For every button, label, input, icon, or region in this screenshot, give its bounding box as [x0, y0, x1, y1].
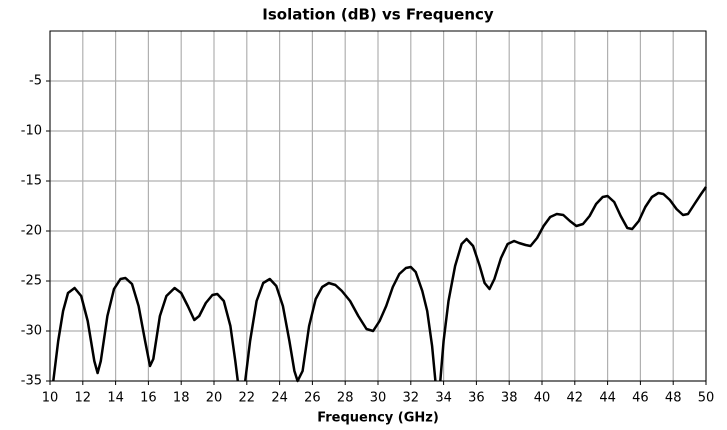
x-tick-label: 20	[206, 391, 223, 406]
y-tick-label: -15	[21, 174, 42, 189]
x-tick-label: 12	[75, 391, 92, 406]
x-tick-label: 50	[698, 391, 715, 406]
y-tick-label: -30	[21, 324, 42, 339]
x-tick-label: 36	[468, 391, 485, 406]
y-tick-label: -10	[21, 124, 42, 139]
y-tick-label: -35	[21, 374, 42, 389]
x-tick-label: 28	[337, 391, 354, 406]
x-tick-label: 30	[370, 391, 387, 406]
x-tick-label: 24	[271, 391, 288, 406]
y-tick-label: -25	[21, 274, 42, 289]
x-tick-label: 44	[599, 391, 616, 406]
plot-frame	[49, 30, 707, 382]
x-tick-label: 40	[534, 391, 551, 406]
x-tick-label: 32	[403, 391, 420, 406]
y-tick-label: -20	[21, 224, 42, 239]
data-line	[52, 186, 708, 383]
x-tick-label: 46	[632, 391, 649, 406]
x-tick-label: 48	[665, 391, 682, 406]
x-tick-label: 18	[173, 391, 190, 406]
x-tick-label: 10	[42, 391, 59, 406]
x-tick-label: 16	[140, 391, 157, 406]
y-tick-label: -5	[29, 74, 42, 89]
x-tick-label: 22	[239, 391, 256, 406]
x-tick-label: 26	[304, 391, 321, 406]
x-axis-label: Frequency (GHz)	[317, 411, 439, 426]
x-tick-label: 42	[567, 391, 584, 406]
x-tick-label: 14	[107, 391, 124, 406]
x-tick-label: 38	[501, 391, 518, 406]
x-tick-label: 34	[435, 391, 452, 406]
chart-title: Isolation (dB) vs Frequency	[262, 6, 494, 24]
